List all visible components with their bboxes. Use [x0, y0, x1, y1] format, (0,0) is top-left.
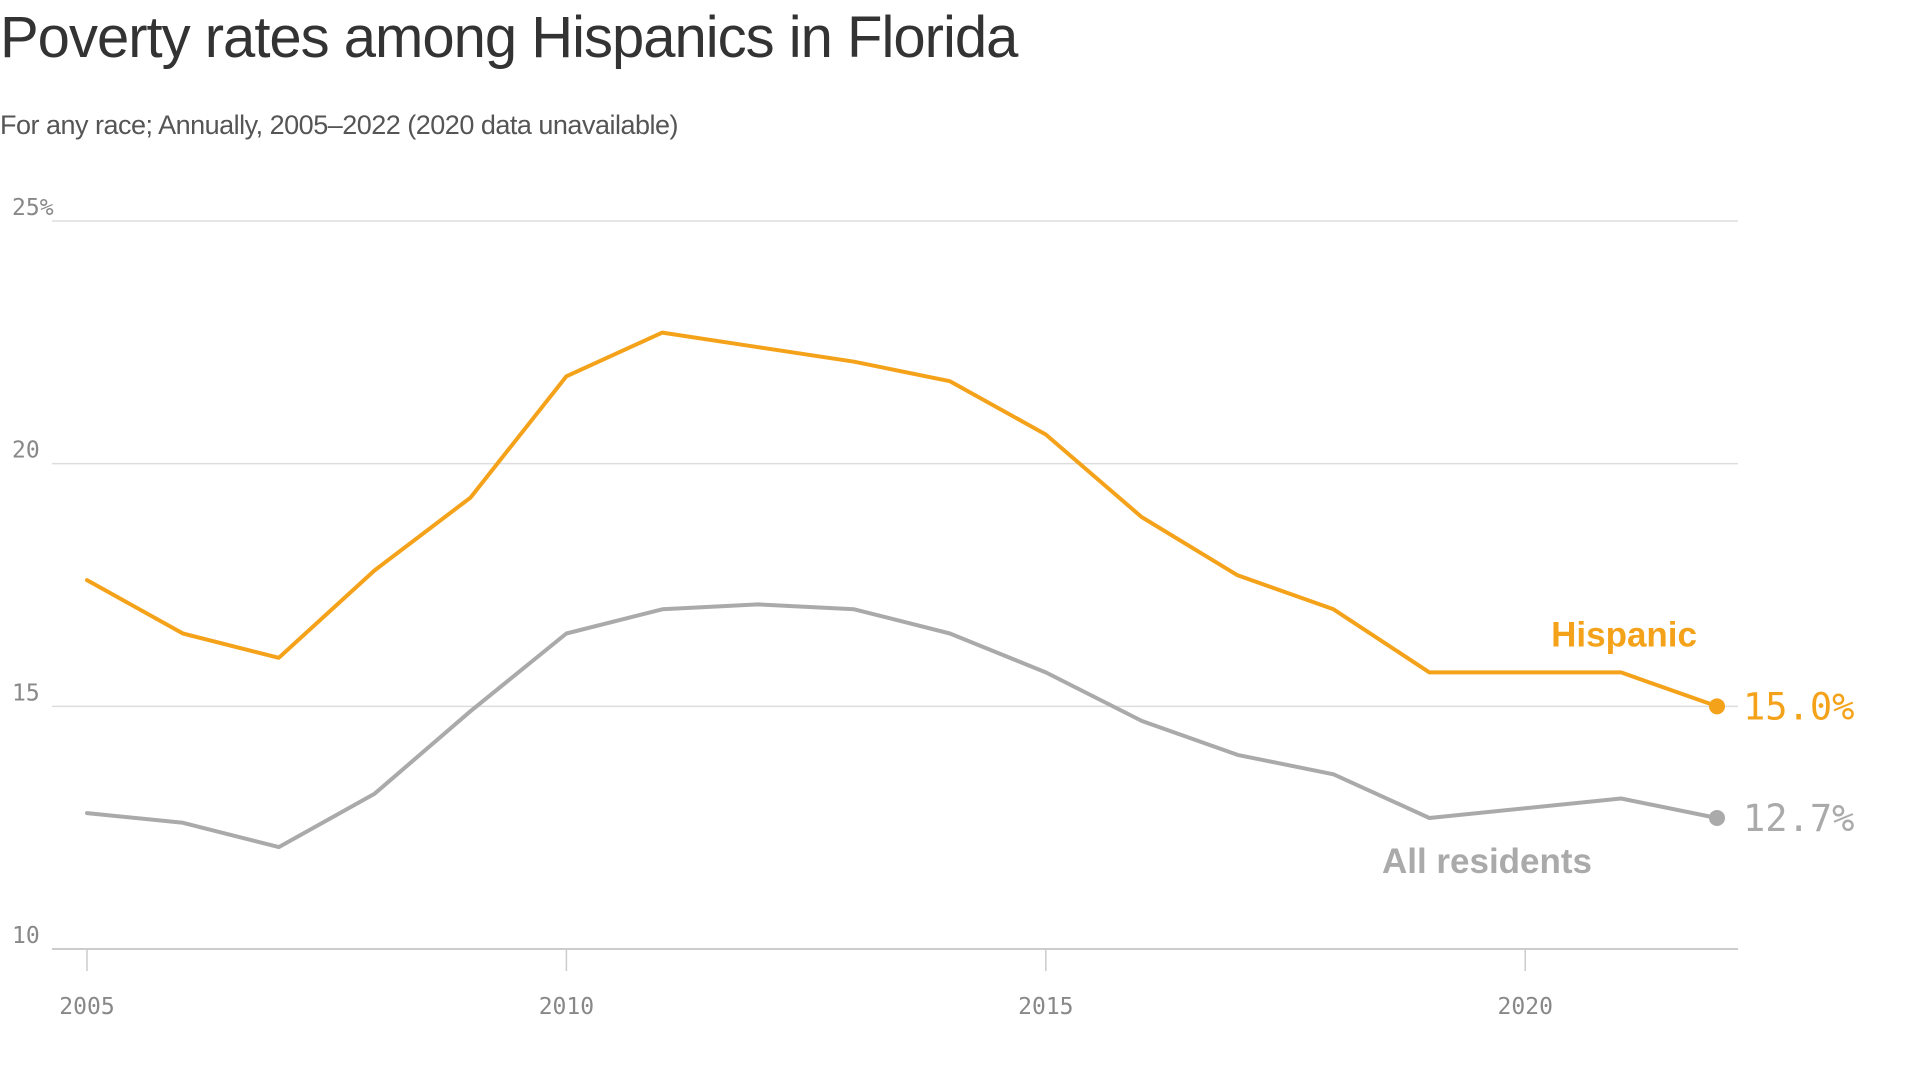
x-tick-label: 2010	[539, 994, 594, 1020]
y-tick-label: 20	[12, 438, 40, 464]
end-value-label: 12.7%	[1743, 797, 1854, 840]
end-value-label: 15.0%	[1743, 685, 1854, 728]
end-point-marker	[1709, 809, 1725, 826]
y-tick-label: 10	[12, 923, 40, 949]
series-line-all-residents	[85, 602, 1719, 850]
series-label: All residents	[1382, 842, 1592, 881]
y-tick-label: 15	[12, 680, 40, 706]
y-tick-label: 25%	[12, 195, 54, 221]
x-tick-label: 2005	[59, 994, 114, 1020]
x-tick-label: 2020	[1498, 994, 1553, 1020]
x-tick-label: 2015	[1018, 994, 1073, 1020]
end-point-marker	[1709, 698, 1725, 715]
chart-title: Poverty rates among Hispanics in Florida	[0, 5, 1018, 70]
series-label: Hispanic	[1551, 615, 1697, 654]
series-line-hispanic	[85, 330, 1719, 709]
chart-subtitle: For any race; Annually, 2005–2022 (2020 …	[0, 110, 679, 140]
